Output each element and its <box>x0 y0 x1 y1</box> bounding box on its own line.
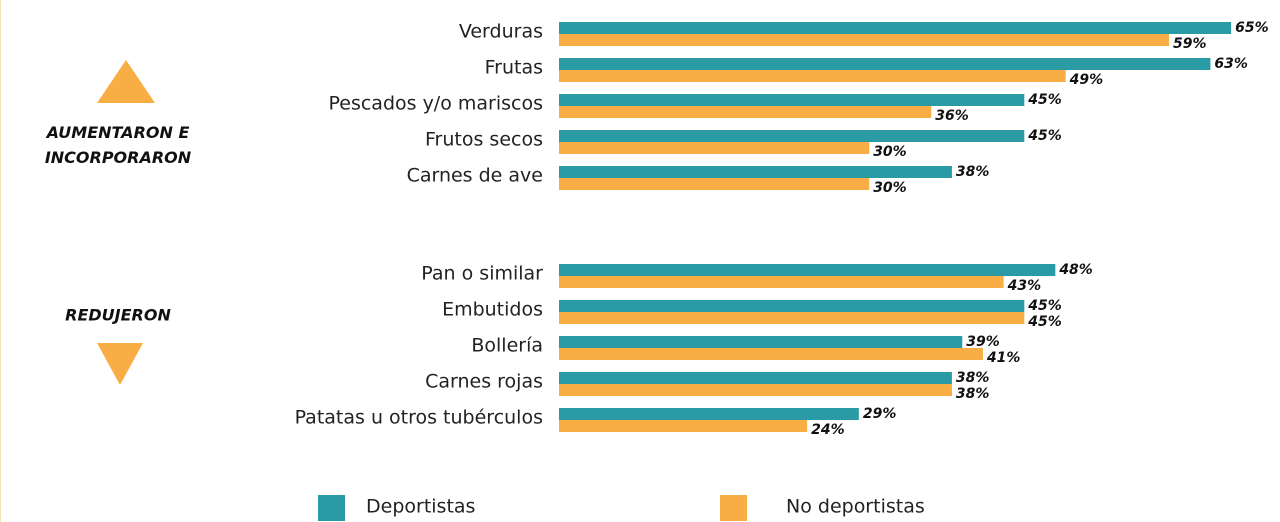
group-label: AUMENTARON E INCORPORARON <box>45 123 192 167</box>
value-label: 41% <box>986 350 1021 366</box>
up-arrow <box>97 60 155 103</box>
bar <box>559 178 870 190</box>
category-label: Embutidos <box>442 299 543 321</box>
legend-label: Deportistas <box>366 496 475 518</box>
bar <box>559 348 983 360</box>
bar <box>559 94 1025 106</box>
bar <box>559 70 1066 82</box>
value-label: 30% <box>873 180 907 196</box>
value-label: 39% <box>966 334 1000 350</box>
bar <box>559 130 1025 142</box>
bar <box>559 276 1004 288</box>
bar <box>559 142 870 154</box>
value-label: 65% <box>1235 20 1269 36</box>
category-label: Frutos secos <box>425 129 543 151</box>
value-label: 45% <box>1027 92 1062 108</box>
value-label: 48% <box>1058 262 1093 278</box>
bar <box>559 34 1170 46</box>
category-label: Pescados y/o mariscos <box>328 93 543 115</box>
legend-swatch <box>318 495 345 521</box>
bar <box>559 336 963 348</box>
bar <box>559 106 932 118</box>
value-label: 36% <box>935 108 969 124</box>
value-label: 59% <box>1173 36 1207 52</box>
bar <box>559 264 1056 276</box>
category-label: Carnes rojas <box>425 371 543 393</box>
category-label: Pan o similar <box>421 263 543 285</box>
category-label: Patatas u otros tubérculos <box>295 407 543 429</box>
bar <box>559 372 952 384</box>
bar <box>559 384 952 396</box>
legend-label: No deportistas <box>786 496 925 518</box>
down-arrow <box>97 343 143 385</box>
value-label: 38% <box>956 370 990 386</box>
bar <box>559 300 1025 312</box>
value-label: 45% <box>1027 314 1062 330</box>
value-label: 30% <box>873 144 907 160</box>
value-label: 43% <box>1007 278 1042 294</box>
value-label: 45% <box>1027 128 1062 144</box>
category-label: Frutas <box>485 57 543 79</box>
bar <box>559 166 952 178</box>
legend-swatch <box>720 495 747 521</box>
value-label: 38% <box>956 164 990 180</box>
group-label: REDUJERON <box>65 306 171 325</box>
value-label: 29% <box>863 406 897 422</box>
value-label: 24% <box>811 422 845 438</box>
category-label: Carnes de ave <box>407 165 543 187</box>
bar <box>559 420 808 432</box>
value-label: 63% <box>1214 56 1248 72</box>
value-label: 38% <box>956 386 990 402</box>
bar <box>559 312 1025 324</box>
category-label: Bollería <box>471 335 543 357</box>
bar <box>559 408 859 420</box>
bar <box>559 58 1211 70</box>
category-label: Verduras <box>459 21 543 43</box>
bar <box>559 22 1232 34</box>
value-label: 49% <box>1069 72 1104 88</box>
value-label: 45% <box>1027 298 1062 314</box>
